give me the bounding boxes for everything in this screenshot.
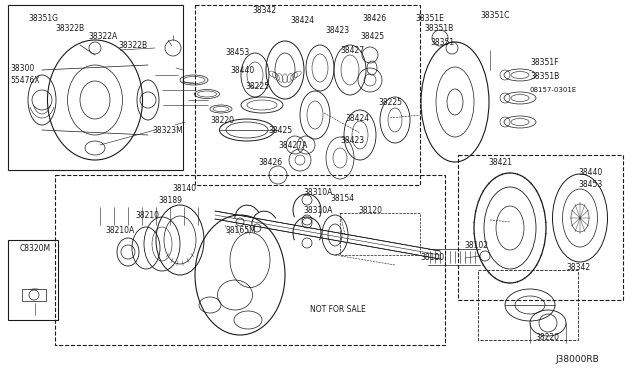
Text: 38322B: 38322B — [55, 23, 84, 32]
Text: 38165M: 38165M — [225, 225, 256, 234]
Text: 38225: 38225 — [378, 97, 402, 106]
Text: 38427A: 38427A — [278, 141, 307, 150]
Text: 38351E: 38351E — [415, 13, 444, 22]
Text: 55476X: 55476X — [10, 76, 40, 84]
Text: 38421: 38421 — [488, 157, 512, 167]
Bar — [8, 240, 58, 320]
Text: 38189: 38189 — [158, 196, 182, 205]
Text: 38351B: 38351B — [530, 71, 559, 80]
Text: 38210A: 38210A — [105, 225, 134, 234]
Text: 38351F: 38351F — [530, 58, 559, 67]
Text: 38440: 38440 — [578, 167, 602, 176]
Bar — [195, 5, 420, 185]
Text: 38120: 38120 — [358, 205, 382, 215]
Text: 38426: 38426 — [258, 157, 282, 167]
Bar — [55, 175, 445, 345]
Text: 38351B: 38351B — [424, 23, 453, 32]
Text: 38322A: 38322A — [88, 32, 117, 41]
Text: 38323M: 38323M — [152, 125, 183, 135]
Text: 38351G: 38351G — [28, 13, 58, 22]
Text: 38100: 38100 — [420, 253, 444, 263]
Text: 38423: 38423 — [325, 26, 349, 35]
Text: 38102: 38102 — [464, 241, 488, 250]
Text: 38424: 38424 — [290, 16, 314, 25]
Text: 38140: 38140 — [172, 183, 196, 192]
Text: 38423: 38423 — [340, 135, 364, 144]
Bar — [22, 289, 46, 301]
Bar — [478, 270, 578, 340]
Text: C8320M: C8320M — [20, 244, 51, 253]
Text: 38310A: 38310A — [303, 187, 332, 196]
Text: 38453: 38453 — [225, 48, 249, 57]
Text: 38300: 38300 — [10, 64, 35, 73]
Text: 38427: 38427 — [340, 45, 364, 55]
Text: 38351C: 38351C — [480, 10, 509, 19]
Text: 38342: 38342 — [566, 263, 590, 273]
Text: 38351: 38351 — [430, 38, 454, 46]
Text: 38342: 38342 — [252, 6, 276, 15]
Bar — [458, 155, 623, 300]
Text: 38210: 38210 — [135, 211, 159, 219]
Text: 38453: 38453 — [578, 180, 602, 189]
Text: 38220: 38220 — [535, 334, 559, 343]
Text: J38000RB: J38000RB — [555, 356, 599, 365]
Text: 38322B: 38322B — [118, 41, 147, 49]
Bar — [340, 213, 420, 255]
Text: 38426: 38426 — [362, 13, 386, 22]
Text: 08157-0301E: 08157-0301E — [530, 87, 577, 93]
Text: 38440: 38440 — [230, 65, 254, 74]
Text: 38425: 38425 — [360, 32, 384, 41]
Text: 38424: 38424 — [345, 113, 369, 122]
Bar — [8, 5, 183, 170]
Text: 38425: 38425 — [268, 125, 292, 135]
Text: NOT FOR SALE: NOT FOR SALE — [310, 305, 365, 314]
Text: 38154: 38154 — [330, 193, 354, 202]
Text: 38225: 38225 — [245, 81, 269, 90]
Text: 38220: 38220 — [210, 115, 234, 125]
Text: 38310A: 38310A — [303, 205, 332, 215]
